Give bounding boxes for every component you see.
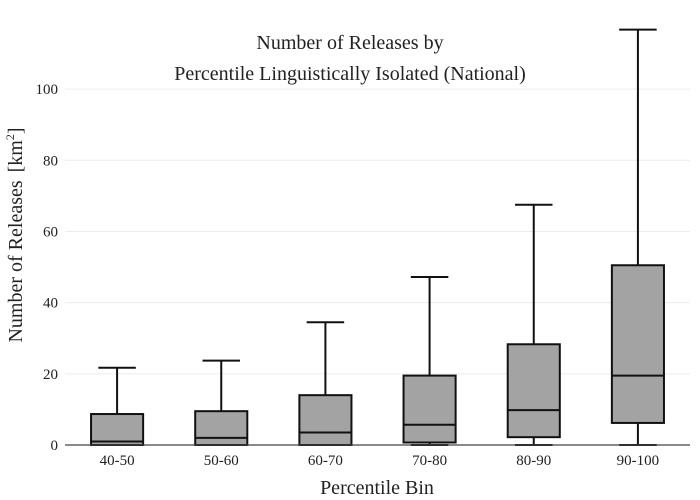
x-tick-label: 60-70 <box>308 453 343 469</box>
iqr-box <box>402 374 457 444</box>
x-tick-label: 40-50 <box>100 453 135 469</box>
iqr-box <box>194 410 249 446</box>
y-tick-label: 60 <box>43 224 58 240</box>
box-group <box>402 276 457 446</box>
y-tick-labels: 0 20 40 60 80 100 <box>36 82 59 454</box>
chart-title-line-1: Number of Releases by <box>256 32 443 54</box>
x-tick-labels: 40-50 50-60 60-70 70-80 80-90 90-100 <box>100 453 660 469</box>
y-tick-label: 40 <box>43 296 58 312</box>
y-tick-label: 80 <box>43 153 58 169</box>
y-tick-label: 100 <box>36 82 59 98</box>
iqr-box <box>506 343 561 439</box>
box-series <box>90 28 665 447</box>
box-group <box>194 359 249 446</box>
iqr-box <box>90 413 145 447</box>
grid-lines <box>65 88 690 375</box>
y-axis-title-text: Number of Releases <box>5 180 27 342</box>
y-axis-title: Number of Releases [km2] <box>3 127 27 342</box>
x-tick-label: 90-100 <box>617 453 660 469</box>
y-tick-label: 20 <box>43 367 58 383</box>
x-axis-title: Percentile Bin <box>320 477 434 499</box>
y-tick-label: 0 <box>51 438 59 454</box>
x-tick-label: 50-60 <box>204 453 239 469</box>
chart-title-line-2: Percentile Linguistically Isolated (Nati… <box>174 63 526 85</box>
x-tick-label: 70-80 <box>412 453 447 469</box>
box-group <box>506 203 561 446</box>
box-group <box>610 28 665 446</box>
box-group <box>90 366 145 447</box>
box-group <box>298 321 353 447</box>
iqr-box <box>610 264 665 424</box>
x-tick-label: 80-90 <box>516 453 551 469</box>
y-axis-unit-superscript: 2 <box>3 134 17 140</box>
y-axis-unit-close: ] <box>5 127 27 134</box>
y-axis-unit: [km <box>5 140 27 173</box>
iqr-box <box>298 394 353 447</box>
